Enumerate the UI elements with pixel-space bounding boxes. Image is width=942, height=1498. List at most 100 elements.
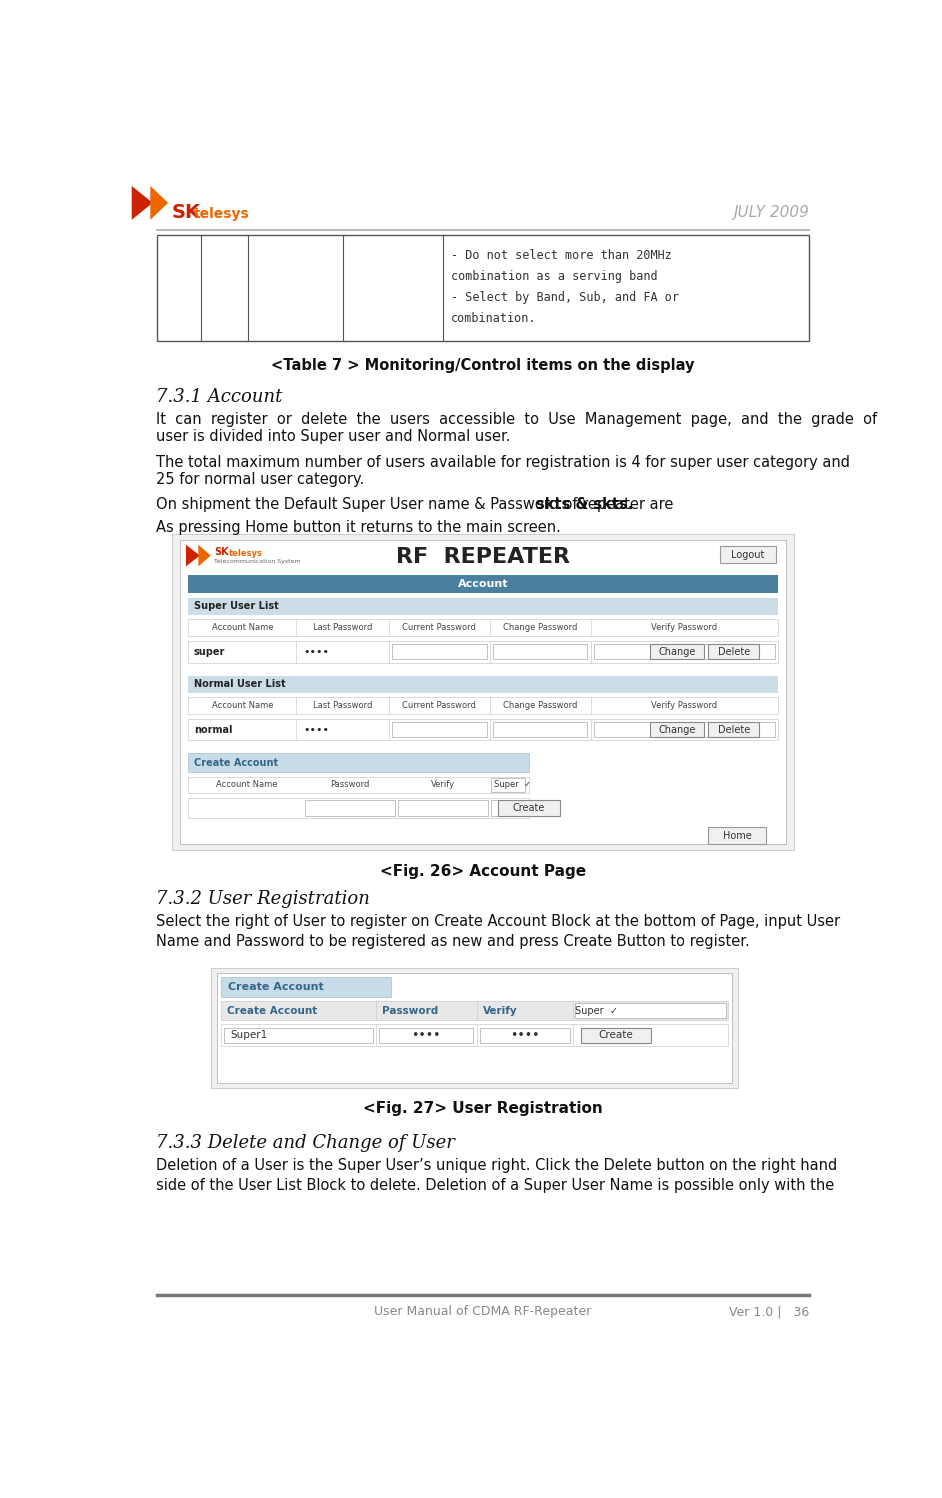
Bar	[479, 1028, 570, 1043]
Bar	[708, 722, 758, 737]
Text: Verify: Verify	[431, 780, 455, 789]
Bar	[217, 972, 732, 1083]
Text: Ver 1.0 |   36: Ver 1.0 | 36	[729, 1305, 809, 1318]
Bar	[593, 722, 775, 737]
Text: side of the User List Block to delete. Deletion of a Super User Name is possible: side of the User List Block to delete. D…	[156, 1179, 835, 1194]
Text: Super  ✓: Super ✓	[495, 780, 531, 789]
Bar	[493, 722, 588, 737]
Text: User Manual of CDMA RF-Repeater: User Manual of CDMA RF-Repeater	[374, 1305, 592, 1318]
Bar	[492, 777, 526, 792]
Text: Create Account: Create Account	[194, 758, 278, 767]
Bar	[220, 1025, 727, 1046]
Text: Name and Password to be registered as new and press Create Button to register.: Name and Password to be registered as ne…	[156, 935, 750, 950]
Text: It  can  register  or  delete  the  users  accessible  to  Use  Management  page: It can register or delete the users acce…	[156, 412, 878, 427]
Text: As pressing Home button it returns to the main screen.: As pressing Home button it returns to th…	[156, 520, 561, 535]
Text: Super  ✓: Super ✓	[576, 1005, 618, 1016]
Bar	[187, 598, 778, 614]
Text: normal: normal	[194, 725, 232, 734]
Bar	[180, 541, 786, 843]
Text: Delete: Delete	[718, 725, 750, 734]
Text: Change Password: Change Password	[503, 701, 577, 710]
Bar	[220, 977, 391, 996]
Text: - Select by Band, Sub, and FA or: - Select by Band, Sub, and FA or	[451, 291, 679, 304]
Bar	[575, 1002, 726, 1019]
Text: Delete: Delete	[718, 647, 750, 656]
Text: Verify Password: Verify Password	[651, 623, 718, 632]
Text: combination as a serving band: combination as a serving band	[451, 270, 658, 283]
Text: Normal User List: Normal User List	[194, 679, 285, 689]
Text: ••••: ••••	[303, 725, 330, 734]
Text: super: super	[194, 647, 225, 656]
Bar	[187, 575, 778, 593]
Text: Last Password: Last Password	[313, 701, 372, 710]
Text: telesys: telesys	[194, 207, 250, 220]
Text: Last Password: Last Password	[313, 623, 372, 632]
Text: ••••: ••••	[511, 1029, 540, 1041]
Bar	[187, 676, 778, 692]
Text: Change: Change	[658, 725, 696, 734]
Bar	[492, 800, 526, 816]
Bar	[187, 620, 778, 637]
Bar	[224, 1028, 373, 1043]
Polygon shape	[186, 545, 200, 566]
Text: Change Password: Change Password	[503, 623, 577, 632]
Bar	[187, 697, 778, 715]
Bar	[220, 1001, 727, 1020]
Text: 7.3.1 Account: 7.3.1 Account	[156, 388, 283, 406]
Bar	[187, 641, 778, 662]
Bar	[720, 547, 775, 563]
Text: Verify: Verify	[483, 1005, 517, 1016]
Text: Account: Account	[458, 580, 508, 589]
Bar	[650, 722, 705, 737]
Bar	[187, 753, 528, 771]
Text: Super1: Super1	[230, 1031, 268, 1040]
Bar	[187, 719, 778, 740]
Text: skts & skts.: skts & skts.	[536, 497, 634, 512]
Bar	[392, 722, 487, 737]
Text: Current Password: Current Password	[402, 623, 477, 632]
Text: Create Account: Create Account	[228, 981, 323, 992]
Text: <Fig. 26> Account Page: <Fig. 26> Account Page	[380, 863, 586, 878]
Text: 7.3.2 User Registration: 7.3.2 User Registration	[156, 890, 370, 908]
Bar	[211, 968, 738, 1088]
Text: 25 for normal user category.: 25 for normal user category.	[156, 472, 365, 487]
Text: Home: Home	[723, 831, 752, 840]
Text: JULY 2009: JULY 2009	[733, 205, 809, 220]
Text: telesys: telesys	[229, 548, 263, 557]
Bar	[156, 235, 809, 342]
Bar	[497, 800, 560, 816]
Text: user is divided into Super user and Normal user.: user is divided into Super user and Norm…	[156, 430, 511, 445]
Polygon shape	[151, 186, 168, 220]
Text: Deletion of a User is the Super User’s unique right. Click the Delete button on : Deletion of a User is the Super User’s u…	[156, 1158, 837, 1173]
Text: Create: Create	[599, 1031, 633, 1040]
Text: Logout: Logout	[731, 550, 765, 560]
Bar	[593, 644, 775, 659]
Text: SK: SK	[214, 547, 229, 557]
Text: Select the right of User to register on Create Account Block at the bottom of Pa: Select the right of User to register on …	[156, 914, 840, 929]
Text: combination.: combination.	[451, 312, 537, 325]
Text: On shipment the Default Super User name & Password of repeater are: On shipment the Default Super User name …	[156, 497, 678, 512]
Text: Super User List: Super User List	[194, 601, 279, 611]
Text: Account Name: Account Name	[212, 701, 273, 710]
Text: Account Name: Account Name	[216, 780, 277, 789]
Bar	[493, 644, 588, 659]
Text: The total maximum number of users available for registration is 4 for super user: The total maximum number of users availa…	[156, 455, 851, 470]
Bar	[172, 533, 793, 849]
Text: Change: Change	[658, 647, 696, 656]
Bar	[379, 1028, 474, 1043]
Bar	[305, 800, 396, 816]
Polygon shape	[199, 545, 211, 566]
Text: Password: Password	[382, 1005, 438, 1016]
Text: Password: Password	[331, 780, 370, 789]
Bar	[581, 1028, 651, 1043]
Text: 7.3.3 Delete and Change of User: 7.3.3 Delete and Change of User	[156, 1134, 455, 1152]
Bar	[392, 644, 487, 659]
Text: RF  REPEATER: RF REPEATER	[396, 547, 570, 568]
Bar	[708, 827, 767, 845]
Bar	[398, 800, 488, 816]
Bar	[650, 644, 705, 659]
Text: Account Name: Account Name	[212, 623, 273, 632]
Text: - Do not select more than 20MHz: - Do not select more than 20MHz	[451, 249, 672, 262]
Text: Telecommunication System: Telecommunication System	[214, 559, 300, 565]
Text: ••••: ••••	[303, 647, 330, 656]
